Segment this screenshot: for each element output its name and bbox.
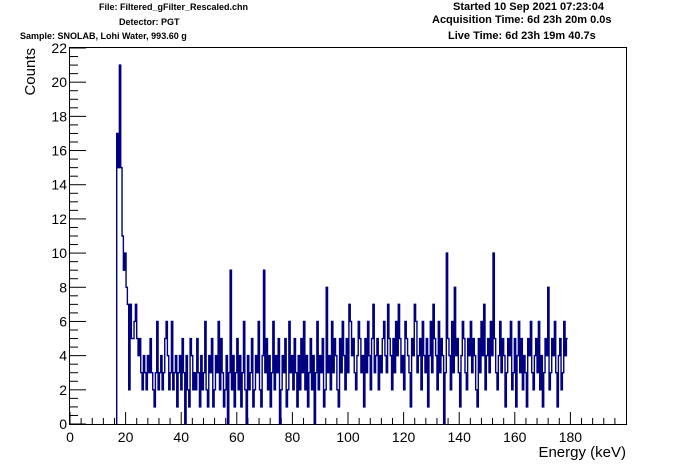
y-axis: 0 2 4 6 8 10 12 14 16 18 20 22 xyxy=(51,40,86,432)
y-tick-label: 4 xyxy=(59,348,67,364)
y-tick-label: 20 xyxy=(51,74,67,90)
y-tick-label: 12 xyxy=(51,211,67,227)
x-tick-label: 140 xyxy=(448,429,472,445)
y-axis-title: Counts xyxy=(22,48,39,96)
y-tick-label: 0 xyxy=(59,416,67,432)
x-tick-label: 160 xyxy=(503,429,527,445)
sample-label: Sample: SNOLAB, Lohi Water, 993.60 g xyxy=(20,31,187,41)
y-tick-label: 10 xyxy=(51,245,67,261)
x-tick-label: 120 xyxy=(392,429,416,445)
y-tick-label: 22 xyxy=(51,40,67,56)
y-tick-label: 14 xyxy=(51,177,67,193)
live-time-label: Live Time: 6d 23h 19m 40.7s xyxy=(448,30,596,42)
spectrum-series-line xyxy=(116,64,568,425)
x-tick-label: 60 xyxy=(229,429,245,445)
y-tick-label: 18 xyxy=(51,108,67,124)
y-tick-label: 8 xyxy=(59,279,67,295)
x-tick-label: 0 xyxy=(66,429,74,445)
y-tick-label: 2 xyxy=(59,382,67,398)
started-label: Started 10 Sep 2021 07:23:04 xyxy=(453,1,605,13)
x-tick-label: 100 xyxy=(336,429,360,445)
x-tick-label: 180 xyxy=(559,429,583,445)
x-tick-label: 40 xyxy=(173,429,189,445)
acquisition-time-label: Acquisition Time: 6d 23h 20m 0.0s xyxy=(432,14,612,26)
x-tick-label: 20 xyxy=(118,429,134,445)
x-axis: 0 20 40 60 80 100 120 140 160 180 xyxy=(66,412,616,445)
y-tick-label: 6 xyxy=(59,313,67,329)
detector-label: Detector: PGT xyxy=(119,17,180,27)
x-tick-label: 80 xyxy=(285,429,301,445)
file-label: File: Filtered_gFilter_Rescaled.chn xyxy=(99,2,249,12)
plot-frame xyxy=(69,47,627,425)
x-axis-title: Energy (keV) xyxy=(538,444,626,461)
y-tick-label: 16 xyxy=(51,143,67,159)
